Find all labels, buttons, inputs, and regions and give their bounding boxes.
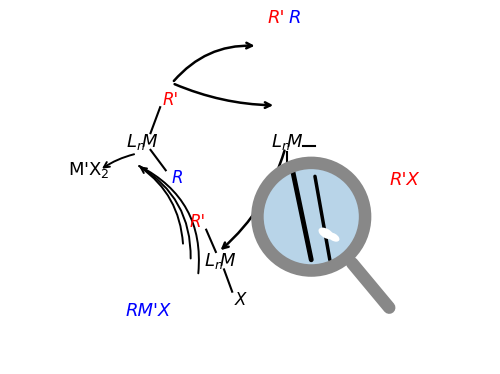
- Text: R': R': [268, 9, 285, 27]
- Text: R: R: [289, 9, 302, 27]
- Ellipse shape: [328, 233, 340, 242]
- Text: $L_n\!M$: $L_n\!M$: [204, 251, 236, 271]
- Text: M'X$_2$: M'X$_2$: [68, 160, 110, 180]
- Text: R: R: [172, 169, 184, 187]
- Text: $L_n\!M$: $L_n\!M$: [271, 132, 304, 153]
- Text: X: X: [235, 291, 246, 309]
- Ellipse shape: [258, 163, 365, 270]
- Text: R'X: R'X: [389, 171, 419, 188]
- Text: $L_n\!M$: $L_n\!M$: [126, 132, 158, 153]
- Text: R': R': [190, 213, 206, 231]
- Text: R': R': [162, 91, 178, 109]
- Text: RM'X: RM'X: [125, 302, 170, 321]
- Ellipse shape: [318, 228, 334, 239]
